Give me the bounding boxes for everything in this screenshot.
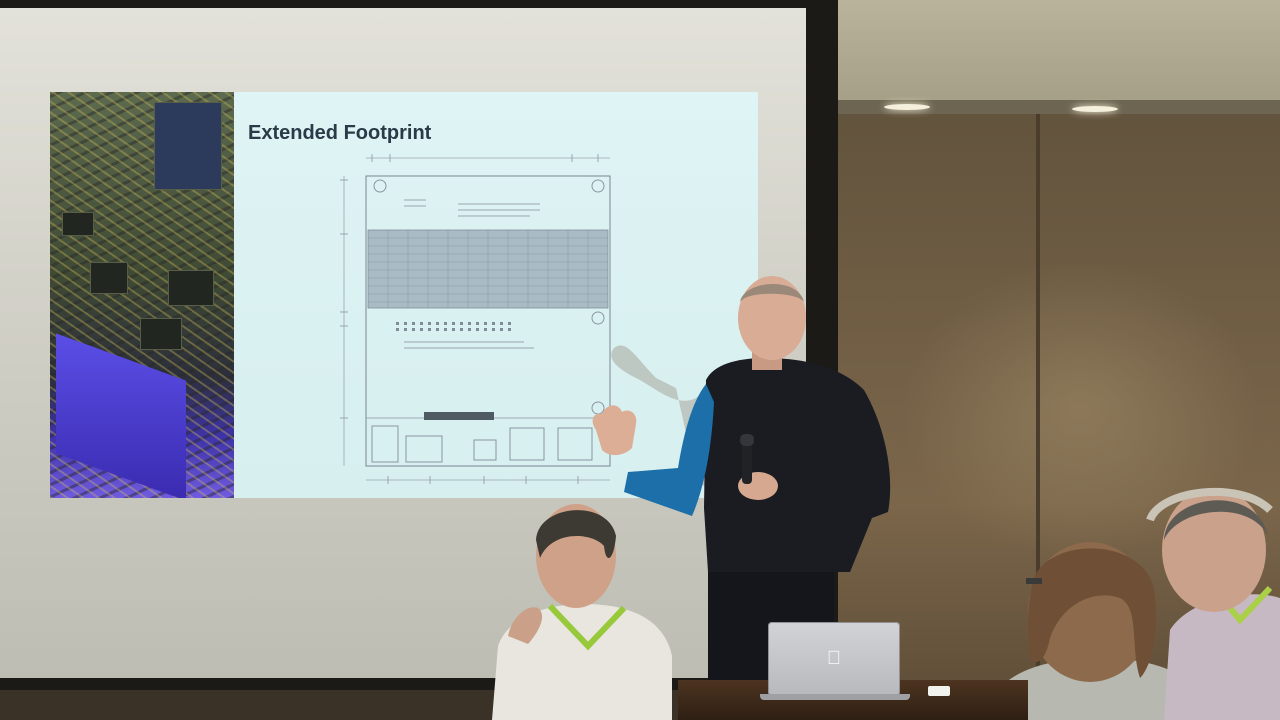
laptop[interactable]: 	[768, 622, 900, 696]
ceiling	[820, 0, 1280, 110]
audience-member-center	[492, 504, 672, 720]
chip	[62, 212, 94, 236]
lcd-glow	[56, 333, 186, 498]
laptop-base	[760, 694, 910, 700]
slide-title: Extended Footprint	[248, 122, 432, 144]
footprint-drawing	[340, 154, 611, 484]
projected-slide: Extended Footprint	[50, 92, 758, 498]
ceiling-light	[884, 104, 930, 110]
power-adapter	[928, 686, 950, 696]
apple-logo-icon: 	[824, 649, 844, 669]
ceiling-edge	[820, 100, 1280, 114]
audience-member-right	[994, 542, 1204, 720]
circuit-board-photo	[50, 92, 234, 498]
ceiling-light	[1072, 106, 1118, 112]
wall-panel-seam	[1036, 114, 1040, 720]
chip	[168, 270, 214, 306]
chip	[90, 262, 128, 294]
audience-member-far-right	[1146, 487, 1280, 720]
slide-content: Extended Footprint	[234, 92, 758, 498]
chip	[154, 102, 222, 190]
presenter-shadow	[611, 318, 716, 498]
chip	[140, 318, 182, 350]
